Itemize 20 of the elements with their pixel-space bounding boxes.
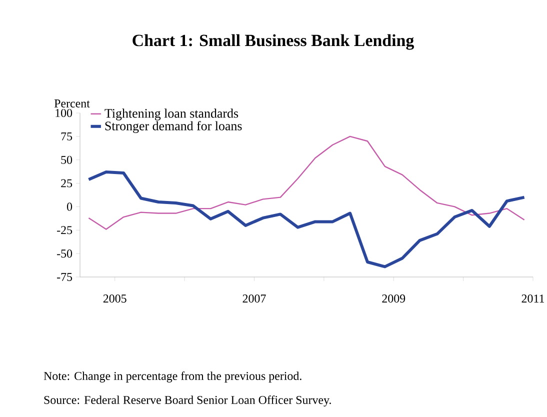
x-tick-label: 2009 bbox=[382, 294, 406, 303]
legend-label: Stronger demand for loans bbox=[105, 121, 242, 134]
line-series bbox=[87, 170, 526, 268]
y-tick-label: -50 bbox=[57, 250, 72, 258]
legend-label: Tightening loan standards bbox=[104, 108, 238, 120]
y-tick-label: 0 bbox=[66, 202, 72, 211]
y-tick-label: -75 bbox=[57, 273, 72, 281]
line-series bbox=[88, 136, 525, 230]
y-tick-label: 25 bbox=[61, 179, 72, 188]
source-note: Source: Federal Reserve Board Senior Loan Officer Survey. bbox=[44, 395, 331, 406]
x-tick-label: 2007 bbox=[242, 294, 266, 303]
y-tick-label: 75 bbox=[61, 132, 72, 140]
x-tick-label: 2011 bbox=[522, 294, 544, 303]
text: Note: Change in percentage from the previous period. bbox=[44, 371, 302, 382]
x-tick-label: 2005 bbox=[103, 294, 126, 303]
y-tick-label: 50 bbox=[61, 156, 72, 164]
y-tick-label: 100 bbox=[56, 108, 72, 118]
chart-title: Chart 1: Small Business Bank Lending bbox=[132, 34, 414, 50]
y-axis-title: Percent bbox=[54, 100, 90, 108]
y-tick-label: -25 bbox=[57, 226, 72, 234]
